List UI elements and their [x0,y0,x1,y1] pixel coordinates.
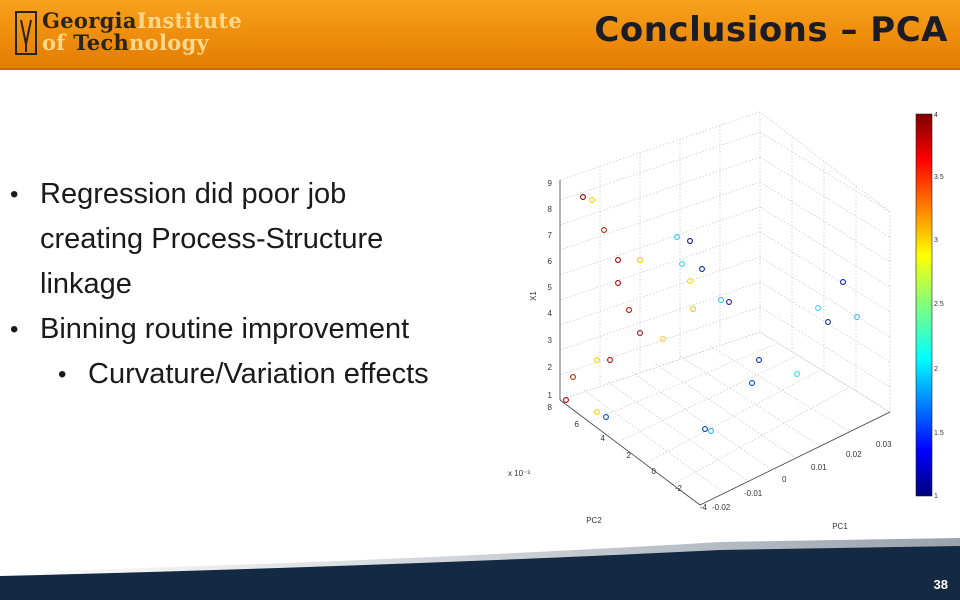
bullet-binning: Binning routine improvement [10,307,450,352]
plot-tick-labels: 9 8 7 6 5 4 3 2 1 X1 8 6 4 2 0 -2 -4 x 1… [508,179,892,531]
x-tick-0: 0 [782,475,787,484]
y-tick-6: 6 [575,420,580,429]
logo-line-1: GeorgiaInstitute [42,8,243,33]
y-tick-neg2: -2 [675,484,683,493]
bullet-list: Regression did poor job creating Process… [10,172,450,397]
logo-mark-icon [15,11,37,55]
slide-title: Conclusions – PCA [594,10,948,50]
y-tick-2: 2 [627,451,632,460]
z-tick-6: 6 [548,257,553,266]
x-tick-002: 0.02 [846,450,862,459]
colorbar-tick-2: 2 [934,366,938,373]
y-axis-label: PC2 [586,516,602,525]
z-tick-3: 3 [548,336,553,345]
plot-grid [559,111,891,506]
y-axis-scale: x 10⁻³ [508,469,530,478]
colorbar-tick-4: 4 [934,112,938,119]
colorbar-tick-3: 3 [934,237,938,244]
sub-bullet-curvature: Curvature/Variation effects [10,352,450,397]
georgia-tech-logo: GeorgiaInstitute of Technology [8,6,268,62]
z-axis-label: X1 [529,291,538,301]
x-tick-neg001: -0.01 [744,489,763,498]
z-tick-8: 8 [548,205,553,214]
colorbar-tick-1-5: 1.5 [934,430,944,437]
x-tick-001: 0.01 [811,463,827,472]
x-axis-label: PC1 [832,522,848,531]
z-tick-5: 5 [548,283,553,292]
plot-axes [559,180,891,506]
y-tick-neg4: -4 [700,503,708,512]
x-tick-003: 0.03 [876,440,892,449]
z-tick-4: 4 [548,309,553,318]
footer-bar [0,538,960,600]
page-number: 38 [933,577,948,592]
colorbar-tick-1: 1 [934,493,938,500]
z-tick-9: 9 [548,179,553,188]
colorbar-tick-2-5: 2.5 [934,301,944,308]
logo-line-2: of Technology [42,30,210,55]
pca-3d-scatter-plot: 9 8 7 6 5 4 3 2 1 X1 8 6 4 2 0 -2 -4 x 1… [508,111,944,531]
y-tick-4: 4 [601,434,606,443]
x-tick-neg002: -0.02 [712,503,731,512]
z-tick-1: 1 [548,391,553,400]
bullet-regression: Regression did poor job creating Process… [10,172,450,307]
colorbar: 4 3.5 3 2.5 2 1.5 1 [915,112,944,500]
header-bar: GeorgiaInstitute of Technology Conclusio… [0,0,960,70]
colorbar-tick-3-5: 3.5 [934,174,944,181]
plot-points [563,194,860,434]
y-tick-8: 8 [548,403,553,412]
y-tick-0: 0 [652,467,657,476]
z-tick-7: 7 [548,231,553,240]
z-tick-2: 2 [548,363,553,372]
